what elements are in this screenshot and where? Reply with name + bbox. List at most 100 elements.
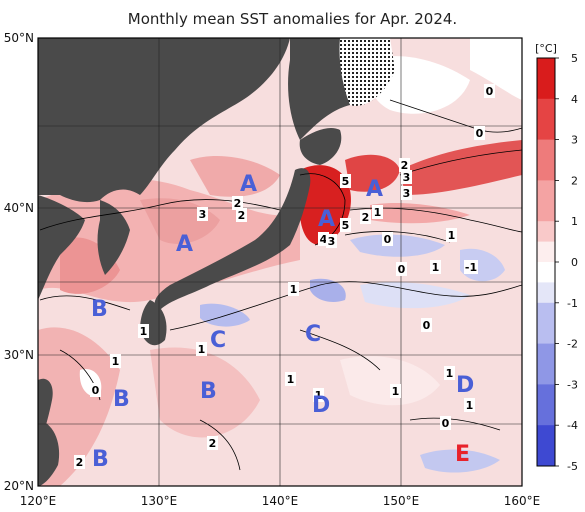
svg-text:3: 3 xyxy=(328,235,336,248)
svg-text:2: 2 xyxy=(76,456,84,469)
sea-area-label: A xyxy=(176,232,193,257)
contour-label: 1 xyxy=(430,260,441,274)
contour-label: 0 xyxy=(382,232,393,246)
map-title: Monthly mean SST anomalies for Apr. 2024… xyxy=(127,10,458,28)
svg-text:0: 0 xyxy=(476,127,484,140)
contour-label: 3 xyxy=(401,170,412,184)
svg-text:1: 1 xyxy=(466,399,474,412)
sea-area-label: D xyxy=(312,393,330,418)
svg-text:1: 1 xyxy=(392,385,400,398)
contour-lines xyxy=(39,99,522,471)
svg-text:-1: -1 xyxy=(465,261,477,274)
contour-label: 0 xyxy=(484,84,495,98)
contour-label: 1 xyxy=(390,384,401,398)
colorbar-segment xyxy=(537,302,555,345)
contour-label: 1 xyxy=(138,324,149,338)
sea-area-label: A xyxy=(318,207,335,232)
colorbar-tick-label: 0 xyxy=(571,256,578,269)
svg-text:4: 4 xyxy=(320,233,328,246)
sea-area-label: B xyxy=(113,387,130,412)
contour-label: 0 xyxy=(474,126,485,140)
svg-text:2: 2 xyxy=(362,211,370,224)
lat-label-50n: 50°N xyxy=(4,31,34,45)
land-asia-mainland xyxy=(38,38,290,203)
svg-text:3: 3 xyxy=(403,171,411,184)
lon-label-120e: 120°E xyxy=(20,494,57,508)
svg-text:3: 3 xyxy=(199,208,207,221)
lat-label-40n: 40°N xyxy=(4,201,34,215)
colorbar-segment xyxy=(537,180,555,222)
contour-label: 1 xyxy=(196,342,207,356)
svg-text:0: 0 xyxy=(398,263,406,276)
svg-text:0: 0 xyxy=(384,233,392,246)
near-zero-region xyxy=(340,356,440,406)
svg-text:1: 1 xyxy=(448,229,456,242)
colorbar-tick-label: 5 xyxy=(571,52,578,65)
colorbar-ticks: 5 4 3 2 1 0 -1 -2 -3 -4 -5 xyxy=(555,52,578,473)
sea-area-label: B xyxy=(91,297,108,322)
contour-label: 2 xyxy=(74,455,85,469)
contour-label: 3 xyxy=(326,234,337,248)
svg-text:1: 1 xyxy=(112,355,120,368)
cool-region-subtropical xyxy=(360,282,470,309)
contour-label: 3 xyxy=(401,186,412,200)
sea-area-labels: A A A A B B B B C C D D E xyxy=(91,172,474,472)
svg-text:1: 1 xyxy=(432,261,440,274)
svg-text:1: 1 xyxy=(315,389,323,402)
contour-label: 0 xyxy=(440,416,451,430)
contour-label: 0 xyxy=(90,383,101,397)
svg-text:1: 1 xyxy=(290,283,298,296)
contour-label: 0 xyxy=(421,318,432,332)
svg-text:1: 1 xyxy=(287,373,295,386)
contour-label: 5 xyxy=(340,218,351,232)
svg-text:1: 1 xyxy=(374,206,382,219)
svg-text:5: 5 xyxy=(342,219,350,232)
colorbar-tick-label: -4 xyxy=(567,419,578,432)
warm-core-kuril xyxy=(345,154,400,192)
lat-label-30n: 30°N xyxy=(4,348,34,362)
warm-region-philippine-sea xyxy=(150,347,260,438)
contour-label: 2 xyxy=(236,208,247,222)
lat-label-20n: 20°N xyxy=(4,479,34,493)
contour-label: 1 xyxy=(372,205,383,219)
svg-text:5: 5 xyxy=(342,175,350,188)
sea-area-label: A xyxy=(366,177,383,202)
colorbar-tick-label: -3 xyxy=(567,378,578,391)
contour-label: 2 xyxy=(360,210,371,224)
contour-label: 3 xyxy=(197,207,208,221)
contour-label: -1 xyxy=(464,260,478,274)
contour-label: 1 xyxy=(464,398,475,412)
svg-text:2: 2 xyxy=(234,197,242,210)
map-frame xyxy=(37,37,523,487)
colorbar-segment xyxy=(537,425,555,467)
colorbar-segment xyxy=(537,139,555,181)
svg-text:0: 0 xyxy=(423,319,431,332)
svg-text:0: 0 xyxy=(442,417,450,430)
lon-label-130e: 130°E xyxy=(141,494,178,508)
colorbar-tick-label: 3 xyxy=(571,134,578,147)
land-sakhalin xyxy=(288,38,350,140)
land-hokkaido xyxy=(299,128,342,165)
land-honshu xyxy=(154,168,311,310)
cool-region-oyashio xyxy=(350,234,445,257)
sea-area-label: B xyxy=(200,379,217,404)
warm-core-sanriku xyxy=(299,165,351,245)
sea-ice-stipple xyxy=(338,38,395,106)
colorbar-tick-label: -2 xyxy=(567,338,578,351)
cool-eddy-kuroshio xyxy=(200,303,250,327)
cool-eddy xyxy=(310,278,346,302)
colorbar-unit: [°C] xyxy=(535,42,557,55)
contour-labels: 5 3 2 2 3 4 3 5 2 1 2 3 0 1 1 0 1 -1 1 0… xyxy=(74,84,495,469)
contour-label: 5 xyxy=(340,174,351,188)
svg-text:2: 2 xyxy=(401,159,409,172)
sea-area-label-e: E xyxy=(455,442,470,467)
svg-text:1: 1 xyxy=(140,325,148,338)
neutral-region-northeast xyxy=(470,38,522,100)
colorbar-segment xyxy=(537,262,555,283)
svg-text:1: 1 xyxy=(198,343,206,356)
colorbar-segment xyxy=(537,384,555,426)
lon-label-140e: 140°E xyxy=(262,494,299,508)
land-china-coast xyxy=(38,195,85,300)
svg-text:2: 2 xyxy=(209,437,217,450)
